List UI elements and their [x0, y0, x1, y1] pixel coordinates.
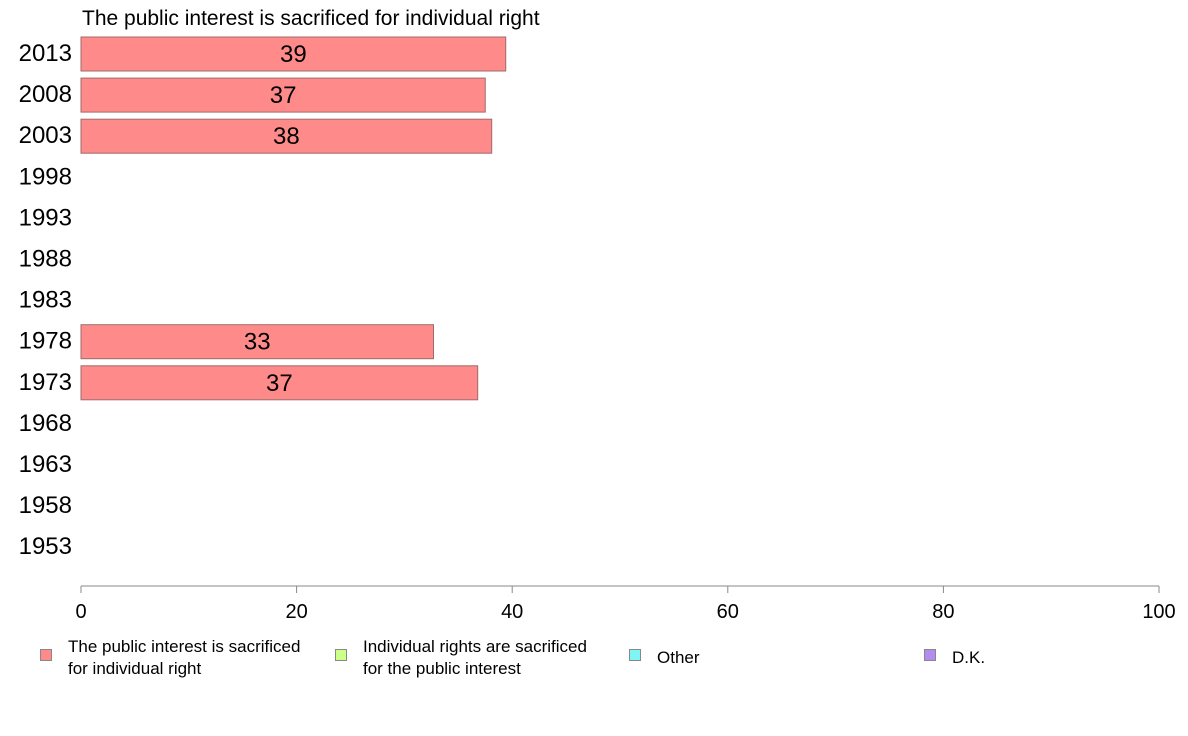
x-tick-label-100: 100 — [1142, 601, 1175, 623]
y-axis-labels: 2013 2008 2003 1998 1993 1988 1983 1978 1973 1968… — [19, 40, 72, 560]
x-tick-label-80: 80 — [932, 601, 954, 623]
y-label-1993: 1993 — [19, 204, 72, 231]
x-tick-label-20: 20 — [285, 601, 307, 623]
legend-label-dk: D.K. — [952, 648, 986, 667]
bar-2013 — [80, 36, 507, 72]
legend-label-other: Other — [657, 648, 700, 667]
legend-swatch-public-interest — [40, 649, 52, 661]
bar-label-1973: 37 — [266, 370, 293, 397]
y-label-1988: 1988 — [19, 246, 72, 273]
bar-label-2008: 37 — [270, 82, 297, 109]
legend-swatch-dk — [924, 649, 936, 661]
bar-2003 — [80, 118, 493, 154]
legend-item-individual-rights: Individual rights are sacrificed for the… — [335, 636, 587, 680]
x-tick-label-40: 40 — [501, 601, 523, 623]
legend-item-public-interest: The public interest is sacrificed for in… — [40, 636, 300, 680]
chart-title: The public interest is sacrificed for in… — [82, 7, 540, 30]
bar-label-1978: 33 — [244, 329, 271, 356]
bar-2008 — [80, 77, 486, 113]
y-label-1958: 1958 — [19, 492, 72, 519]
bar-label-2013: 39 — [280, 41, 307, 68]
bar-1973 — [80, 365, 479, 401]
legend-item-other: Other — [629, 636, 700, 669]
legend-swatch-other — [629, 649, 641, 661]
y-label-1983: 1983 — [19, 287, 72, 314]
y-label-1963: 1963 — [19, 451, 72, 478]
y-label-1998: 1998 — [19, 163, 72, 190]
y-label-2003: 2003 — [19, 122, 72, 149]
x-tick-label-60: 60 — [717, 601, 739, 623]
legend: The public interest is sacrificed for in… — [0, 636, 1188, 696]
bar-1978 — [80, 324, 435, 360]
y-label-2013: 2013 — [19, 40, 72, 67]
y-label-1953: 1953 — [19, 533, 72, 560]
y-label-1973: 1973 — [19, 369, 72, 396]
legend-swatch-individual-rights — [335, 649, 347, 661]
bar-chart: The public interest is sacrificed for in… — [19, 7, 1176, 623]
legend-item-dk: D.K. — [924, 636, 985, 669]
bar-label-2003: 38 — [273, 123, 300, 150]
y-label-2008: 2008 — [19, 81, 72, 108]
y-label-1978: 1978 — [19, 328, 72, 355]
bars-group: 39 37 38 33 37 — [80, 36, 507, 401]
y-label-1968: 1968 — [19, 410, 72, 437]
legend-label-individual-rights: Individual rights are sacrificed for the… — [363, 637, 587, 678]
legend-label-public-interest: The public interest is sacrificed for in… — [68, 637, 301, 678]
x-axis: 0 20 40 60 80 100 — [75, 585, 1176, 623]
x-tick-label-0: 0 — [75, 601, 86, 623]
